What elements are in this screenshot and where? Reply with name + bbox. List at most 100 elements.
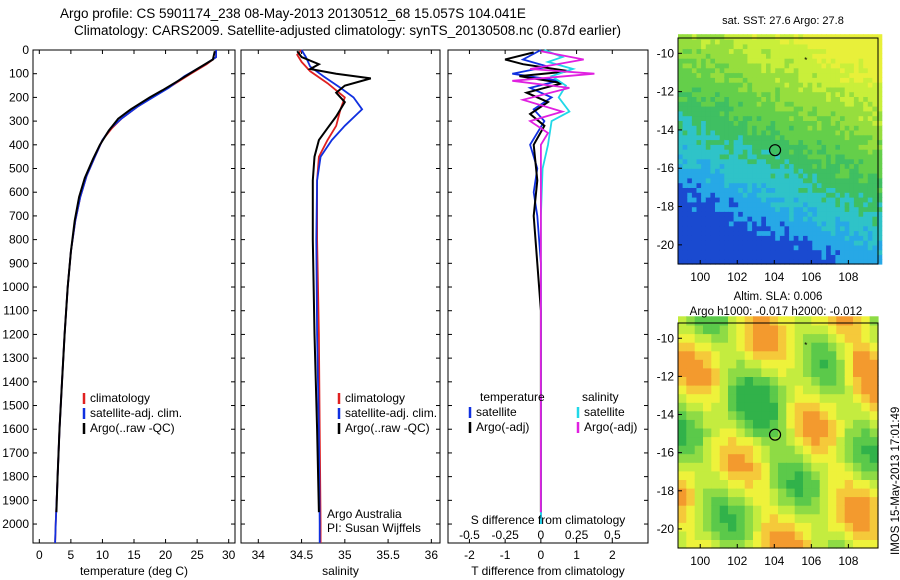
heatmap-cell — [844, 206, 850, 212]
heatmap-cell — [789, 182, 795, 188]
heatmap-cell — [678, 505, 687, 515]
heatmap-cell — [752, 149, 758, 155]
heatmap-cell — [821, 187, 827, 193]
heatmap-cell — [766, 120, 772, 126]
heatmap-cell — [807, 235, 813, 241]
heatmap-cell — [867, 177, 873, 184]
heatmap-cell — [715, 240, 721, 246]
heatmap-cell — [798, 34, 804, 40]
heatmap-cell — [877, 96, 883, 102]
heatmap-cell — [872, 259, 878, 265]
heatmap-cell — [678, 427, 687, 438]
heatmap-cell — [853, 34, 860, 40]
heatmap-cell — [867, 106, 873, 112]
heatmap-cell — [867, 187, 873, 193]
heatmap-cell — [694, 470, 704, 480]
heatmap-cell — [744, 505, 754, 515]
heatmap-cell — [756, 197, 762, 203]
heatmap-cell — [747, 91, 753, 97]
heatmap-cell — [853, 522, 862, 532]
heatmap-cell — [786, 316, 796, 326]
heatmap-cell — [678, 333, 687, 343]
heatmap-cell — [826, 43, 832, 50]
heatmap-cell — [778, 333, 787, 343]
heatmap-cell — [853, 462, 862, 472]
heatmap-cell — [872, 149, 878, 155]
heatmap-cell — [830, 53, 836, 59]
heatmap-cell — [830, 216, 836, 222]
heatmap-cell — [789, 249, 795, 255]
heatmap-cell — [812, 39, 818, 45]
heatmap-cell — [678, 487, 687, 498]
heatmap-cell — [761, 129, 767, 136]
heatmap-cell — [770, 53, 776, 59]
heatmap-cell — [779, 139, 786, 145]
heatmap-cell — [687, 173, 693, 179]
heatmap-cell — [687, 125, 693, 131]
heatmap-cell — [678, 244, 684, 251]
heatmap-cell — [853, 39, 860, 45]
heatmap-cell — [821, 192, 827, 198]
heatmap-cell — [715, 77, 721, 83]
heatmap-cell — [861, 376, 871, 386]
heatmap-cell — [705, 197, 711, 203]
heatmap-cell — [849, 134, 855, 141]
heatmap-cell — [877, 201, 883, 208]
heatmap-cell — [784, 187, 790, 193]
heatmap-cell — [844, 410, 854, 420]
heatmap-cell — [858, 216, 864, 222]
heatmap-cell — [798, 211, 804, 217]
heatmap-cell — [747, 62, 753, 69]
heatmap-cell — [766, 86, 772, 93]
heatmap-cell — [840, 96, 846, 102]
heatmap-cell — [779, 62, 786, 69]
heatmap-cell — [687, 58, 693, 64]
heatmap-cell — [877, 153, 883, 160]
heatmap-cell — [786, 530, 796, 540]
heatmap-cell — [705, 58, 711, 64]
heatmap-cell — [761, 134, 767, 141]
heatmap-cell — [770, 211, 776, 217]
heatmap-cell — [779, 197, 786, 203]
heatmap-cell — [701, 110, 707, 117]
heatmap-cell — [867, 254, 873, 260]
heatmap-cell — [858, 230, 864, 236]
heatmap-cell — [724, 206, 730, 212]
heatmap-cell — [853, 530, 862, 540]
heatmap-cell — [793, 139, 799, 145]
heatmap-cell — [844, 153, 850, 160]
series-line — [296, 49, 346, 543]
heatmap-cell — [858, 43, 864, 50]
heatmap-cell — [701, 39, 707, 45]
heatmap-cell — [828, 333, 837, 343]
heatmap-cell — [816, 220, 823, 227]
heatmap-cell — [738, 91, 744, 97]
heatmap-cell — [803, 187, 809, 193]
heatmap-cell — [752, 77, 758, 83]
heatmap-cell — [705, 163, 711, 169]
heatmap-cell — [703, 453, 712, 463]
heatmap-cell — [719, 163, 725, 169]
heatmap-cell — [756, 96, 762, 102]
heatmap-cell — [784, 134, 790, 141]
heatmap-cell — [877, 177, 883, 184]
heatmap-cell — [793, 201, 799, 208]
heatmap-cell — [682, 149, 688, 155]
heatmap-cell — [728, 496, 737, 506]
heatmap-cell — [835, 139, 841, 145]
heatmap-cell — [756, 101, 762, 107]
argo-position-marker — [768, 144, 782, 157]
heatmap-cell — [769, 350, 779, 360]
heatmap-cell — [807, 230, 813, 236]
heatmap-cell — [687, 106, 693, 112]
heatmap-cell — [784, 53, 790, 59]
heatmap-cell — [872, 235, 878, 241]
heatmap-cell — [752, 67, 758, 74]
heatmap-cell — [736, 333, 746, 343]
heatmap-cell — [807, 91, 813, 97]
heatmap-cell — [769, 367, 779, 377]
heatmap-cell — [719, 254, 725, 260]
heatmap-cell — [784, 34, 790, 40]
heatmap-cell — [687, 53, 693, 59]
heatmap-cell — [761, 530, 771, 540]
